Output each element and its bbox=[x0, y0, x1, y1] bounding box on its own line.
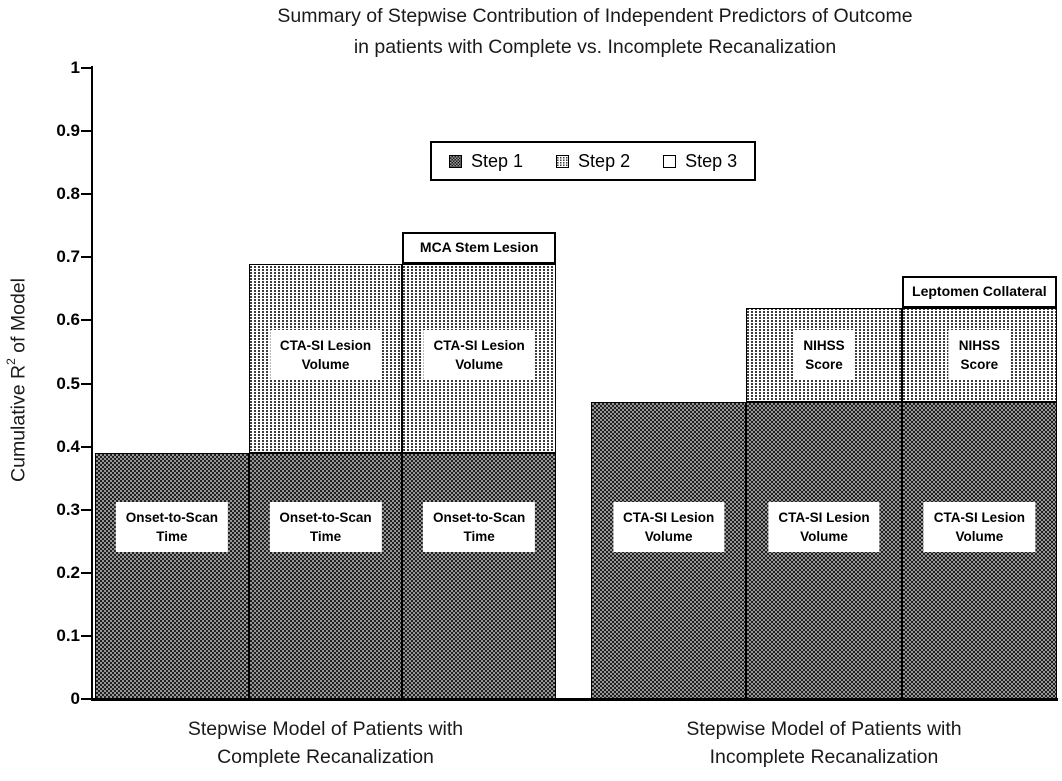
y-axis-tick bbox=[81, 382, 92, 385]
y-axis-tick-label: 0.1 bbox=[56, 625, 80, 645]
segment-label-line: Onset-to-Scan bbox=[279, 509, 372, 525]
segment-label-line: NIHSS bbox=[958, 338, 1000, 354]
segment-label: CTA-SI Lesion Volume bbox=[269, 330, 382, 381]
segment-label-line: Onset-to-Scan bbox=[433, 509, 526, 525]
y-axis-tick-label: 0.7 bbox=[56, 247, 80, 267]
y-axis-tick bbox=[81, 634, 92, 637]
y-axis-tick bbox=[81, 508, 92, 511]
group-label-incomplete-line1: Stepwise Model of Patients with bbox=[686, 718, 962, 740]
group-label-complete-line1: Stepwise Model of Patients with bbox=[187, 718, 464, 740]
y-axis-tick-label: 1 bbox=[70, 58, 80, 77]
legend-item-step2: Step 2 bbox=[556, 152, 630, 170]
y-axis-tick-label: 0.6 bbox=[56, 310, 80, 330]
bar-segment-step1 bbox=[402, 452, 556, 699]
y-axis-tick-label: 0.9 bbox=[56, 121, 80, 141]
y-axis-title-post: of Model bbox=[7, 278, 30, 359]
segment-label-line: Score bbox=[805, 357, 843, 373]
bar-segment-step3: Leptomen Collateral bbox=[901, 276, 1057, 308]
bar-segment-step3: MCA Stem Lesion bbox=[402, 232, 556, 264]
legend-label: Step 2 bbox=[578, 151, 631, 171]
segment-label-line: Time bbox=[156, 528, 188, 544]
y-axis-tick bbox=[81, 256, 92, 259]
y-axis-tick bbox=[81, 445, 92, 448]
y-axis-tick bbox=[81, 193, 92, 196]
segment-label-line: CTA-SI Lesion bbox=[433, 338, 525, 354]
group-label-complete-line2: Complete Recanalization bbox=[217, 746, 434, 768]
segment-label-line: Time bbox=[463, 528, 495, 544]
segment-label-line: Onset-to-Scan bbox=[125, 509, 218, 525]
y-axis-tick-label: 0.5 bbox=[56, 373, 80, 393]
y-axis-tick bbox=[81, 319, 92, 322]
y-axis-tick-label: 0.8 bbox=[56, 184, 80, 204]
y-axis-title-pre: Cumulative R bbox=[7, 364, 30, 482]
segment-label: NIHSS Score bbox=[793, 330, 855, 381]
segment-label-line: Volume bbox=[301, 357, 350, 373]
group-label-incomplete-line2: Incomplete Recanalization bbox=[709, 746, 939, 768]
legend-label: Step 3 bbox=[685, 151, 738, 171]
chart-title: Summary of Stepwise Contribution of Inde… bbox=[130, 1, 1060, 63]
y-axis-tick bbox=[81, 67, 92, 69]
segment-label-line: Volume bbox=[955, 528, 1004, 544]
bar-segment-step1 bbox=[95, 452, 249, 699]
legend-swatch-step3-icon bbox=[663, 154, 677, 168]
segment-label-line: Volume bbox=[644, 528, 693, 544]
group-label-incomplete: Stepwise Model of Patients with Incomple… bbox=[591, 715, 1057, 771]
legend-item-step3: Step 3 bbox=[663, 152, 737, 170]
x-axis-line bbox=[91, 698, 1058, 701]
segment-label: Onset-to-Scan Time bbox=[269, 501, 382, 552]
y-axis-tick-label: 0.3 bbox=[56, 499, 80, 519]
legend: Step 1 Step 2 Step 3 bbox=[430, 141, 757, 181]
segment-label-line: CTA-SI Lesion bbox=[778, 509, 870, 525]
y-axis-title-superscript: 2 bbox=[3, 358, 18, 365]
chart-title-line2: in patients with Complete vs. Incomplete… bbox=[353, 36, 837, 58]
segment-label: CTA-SI Lesion Volume bbox=[613, 501, 725, 552]
bar-segment-step1 bbox=[248, 452, 403, 699]
y-axis-tick-label: 0.4 bbox=[56, 436, 80, 456]
segment-label: Onset-to-Scan Time bbox=[115, 501, 228, 552]
segment-label-line: NIHSS bbox=[803, 338, 845, 354]
segment-label-line: CTA-SI Lesion bbox=[623, 509, 715, 525]
y-axis-tick-label: 0 bbox=[70, 689, 80, 708]
segment-label-line: Leptomen Collateral bbox=[912, 283, 1047, 300]
legend-swatch-step1-icon bbox=[449, 154, 462, 168]
group-label-complete: Stepwise Model of Patients with Complete… bbox=[95, 715, 556, 771]
segment-label-line: CTA-SI Lesion bbox=[279, 338, 372, 354]
segment-label: CTA-SI Lesion Volume bbox=[923, 501, 1035, 552]
legend-item-step1: Step 1 bbox=[449, 152, 523, 170]
segment-label-line: Time bbox=[309, 528, 342, 544]
segment-label-line: CTA-SI Lesion bbox=[933, 509, 1025, 525]
legend-swatch-step2-icon bbox=[556, 154, 570, 168]
chart-title-line1: Summary of Stepwise Contribution of Inde… bbox=[277, 5, 913, 27]
y-axis-line bbox=[91, 66, 93, 700]
segment-label: CTA-SI Lesion Volume bbox=[768, 501, 880, 552]
segment-label-line: Score bbox=[960, 357, 999, 373]
y-axis-tick bbox=[81, 130, 92, 133]
segment-label: Onset-to-Scan Time bbox=[423, 501, 536, 552]
y-axis-title: Cumulative R2 of Model bbox=[3, 278, 31, 482]
y-axis-tick-label: 0.2 bbox=[56, 562, 80, 582]
segment-label-line: Volume bbox=[800, 528, 848, 544]
segment-label: NIHSS Score bbox=[948, 330, 1010, 381]
segment-label: CTA-SI Lesion Volume bbox=[423, 330, 535, 381]
legend-label: Step 1 bbox=[471, 151, 524, 171]
segment-label-line: MCA Stem Lesion bbox=[419, 239, 539, 256]
y-axis-tick bbox=[81, 571, 92, 574]
y-axis-tick bbox=[81, 698, 92, 700]
segment-label-line: Volume bbox=[455, 357, 504, 373]
